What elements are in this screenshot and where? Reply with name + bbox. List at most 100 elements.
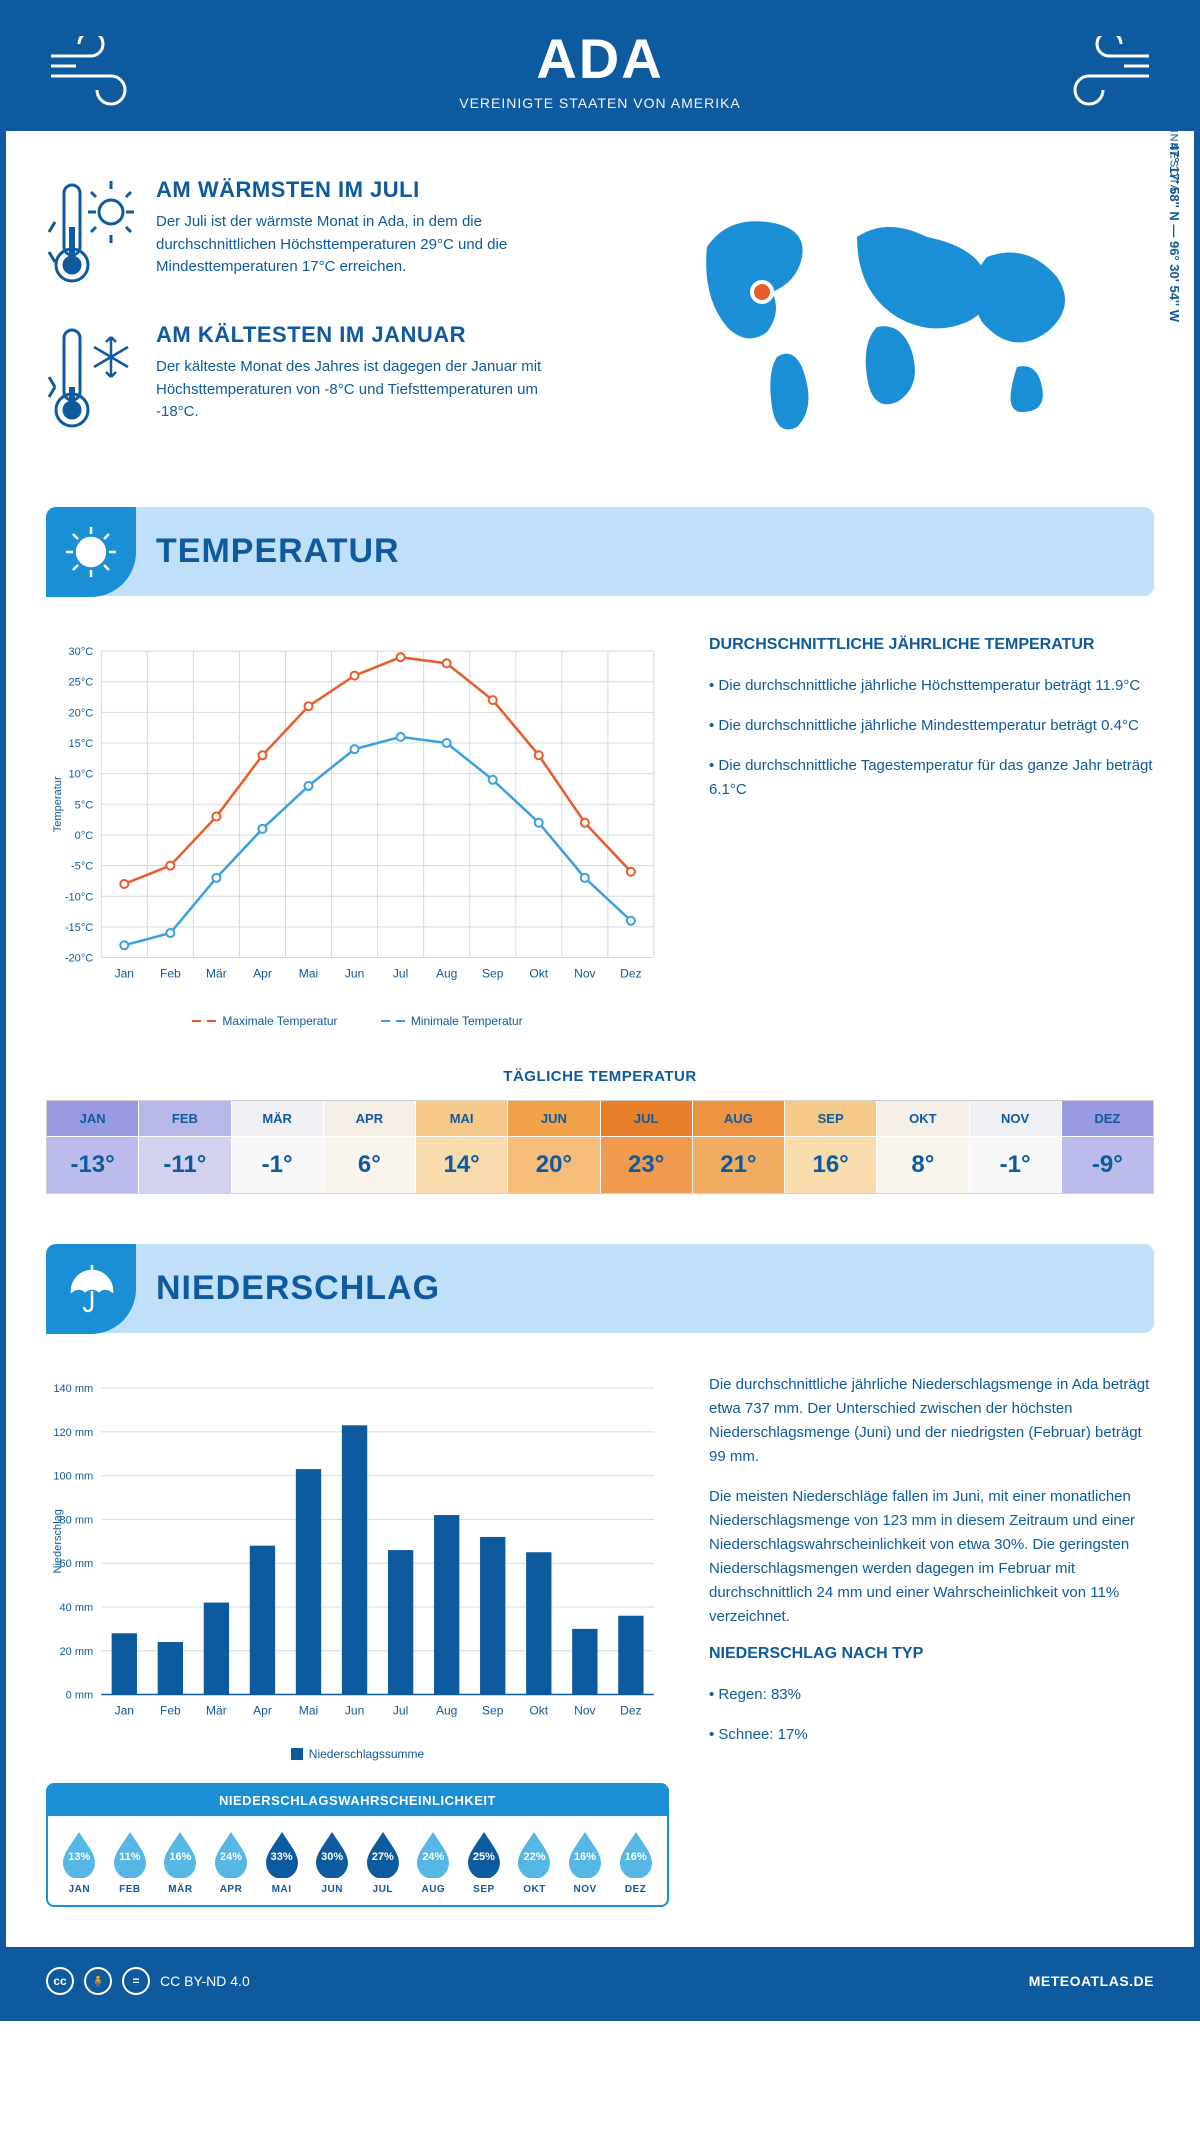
temperature-bullet: • Die durchschnittliche jährliche Höchst… (709, 674, 1154, 698)
svg-text:80 mm: 80 mm (59, 1514, 93, 1526)
svg-text:-10°C: -10°C (65, 891, 93, 903)
temperature-section-title: TEMPERATUR (156, 532, 1124, 571)
svg-text:10°C: 10°C (69, 769, 94, 781)
svg-text:60 mm: 60 mm (59, 1558, 93, 1570)
svg-text:Sep: Sep (482, 1703, 504, 1717)
svg-text:Niederschlag: Niederschlag (52, 1509, 64, 1573)
probability-drop: 16%MÄR (157, 1830, 204, 1895)
thermometer-cold-icon (46, 322, 136, 432)
probability-drop: 24%AUG (410, 1830, 457, 1895)
svg-text:100 mm: 100 mm (53, 1470, 93, 1482)
warmest-title: AM WÄRMSTEN IM JULI (156, 177, 580, 203)
page-title: ADA (26, 26, 1174, 91)
daily-temperature-cell: JUL23° (601, 1101, 693, 1193)
daily-temperature-cell: MÄR-1° (232, 1101, 324, 1193)
svg-text:Apr: Apr (253, 1703, 272, 1717)
page-subtitle: VEREINIGTE STAATEN VON AMERIKA (26, 95, 1174, 111)
temperature-side-title: DURCHSCHNITTLICHE JÄHRLICHE TEMPERATUR (709, 636, 1154, 654)
probability-drop: 24%APR (208, 1830, 255, 1895)
by-icon: 🧍 (84, 1967, 112, 1995)
probability-drop: 22%OKT (511, 1830, 558, 1895)
svg-text:40 mm: 40 mm (59, 1602, 93, 1614)
precipitation-legend: Niederschlagssumme (46, 1747, 669, 1763)
probability-drop: 25%SEP (461, 1830, 508, 1895)
svg-text:Dez: Dez (620, 967, 641, 981)
precipitation-header: NIEDERSCHLAG (46, 1244, 1154, 1333)
svg-text:-5°C: -5°C (71, 861, 93, 873)
precipitation-paragraph-2: Die meisten Niederschläge fallen im Juni… (709, 1485, 1154, 1629)
footer: cc 🧍 = CC BY-ND 4.0 METEOATLAS.DE (6, 1947, 1194, 2015)
svg-text:20°C: 20°C (69, 707, 94, 719)
coldest-text: Der kälteste Monat des Jahres ist dagege… (156, 356, 580, 424)
temperature-bullet: • Die durchschnittliche jährliche Mindes… (709, 714, 1154, 738)
daily-temperature-cell: NOV-1° (970, 1101, 1062, 1193)
nd-icon: = (122, 1967, 150, 1995)
daily-temperature-cell: JUN20° (508, 1101, 600, 1193)
precipitation-paragraph-1: Die durchschnittliche jährliche Niedersc… (709, 1373, 1154, 1469)
intro-section: AM WÄRMSTEN IM JULI Der Juli ist der wär… (46, 177, 1154, 467)
precipitation-probability-box: NIEDERSCHLAGSWAHRSCHEINLICHKEIT 13%JAN11… (46, 1783, 669, 1907)
svg-text:-15°C: -15°C (65, 922, 93, 934)
brand-text: METEOATLAS.DE (1029, 1973, 1154, 1989)
probability-title: NIEDERSCHLAGSWAHRSCHEINLICHKEIT (48, 1785, 667, 1816)
daily-temperature-cell: AUG21° (693, 1101, 785, 1193)
svg-text:Jul: Jul (393, 967, 408, 981)
temperature-line-chart: -20°C -15°C -10°C -5°C 0°C 5°C 10°C 15°C 20°C 25°… (46, 636, 669, 998)
svg-text:Sep: Sep (482, 967, 504, 981)
temperature-header: TEMPERATUR (46, 507, 1154, 596)
svg-text:Nov: Nov (574, 967, 595, 981)
header: ADA VEREINIGTE STAATEN VON AMERIKA (6, 6, 1194, 137)
coldest-block: AM KÄLTESTEN IM JANUAR Der kälteste Mona… (46, 322, 580, 437)
svg-text:Mai: Mai (299, 967, 318, 981)
svg-text:Jan: Jan (115, 1703, 134, 1717)
warmest-text: Der Juli ist der wärmste Monat in Ada, i… (156, 211, 580, 279)
warmest-block: AM WÄRMSTEN IM JULI Der Juli ist der wär… (46, 177, 580, 292)
probability-drop: 33%MAI (258, 1830, 305, 1895)
svg-text:Aug: Aug (436, 967, 457, 981)
svg-text:Feb: Feb (160, 967, 181, 981)
svg-text:0°C: 0°C (75, 830, 94, 842)
temperature-bullet: • Die durchschnittliche Tagestemperatur … (709, 754, 1154, 802)
daily-temperature-cell: FEB-11° (139, 1101, 231, 1193)
umbrella-icon (64, 1261, 119, 1316)
precipitation-type-bullet: • Regen: 83% (709, 1683, 1154, 1707)
svg-text:120 mm: 120 mm (53, 1427, 93, 1439)
svg-text:Jun: Jun (345, 967, 364, 981)
svg-text:0 mm: 0 mm (66, 1689, 94, 1701)
svg-text:Jan: Jan (115, 967, 134, 981)
svg-text:Dez: Dez (620, 1703, 641, 1717)
probability-drop: 11%FEB (107, 1830, 154, 1895)
svg-text:Temperatur: Temperatur (52, 776, 64, 832)
daily-temperature-cell: DEZ-9° (1062, 1101, 1153, 1193)
coldest-title: AM KÄLTESTEN IM JANUAR (156, 322, 580, 348)
probability-drop: 16%DEZ (612, 1830, 659, 1895)
svg-text:Feb: Feb (160, 1703, 181, 1717)
temperature-legend: Maximale Temperatur Minimale Temperatur (46, 1011, 669, 1028)
daily-temperature-title: TÄGLICHE TEMPERATUR (46, 1068, 1154, 1085)
svg-text:Jun: Jun (345, 1703, 364, 1717)
svg-text:Mär: Mär (206, 1703, 227, 1717)
daily-temperature-cell: MAI14° (416, 1101, 508, 1193)
svg-text:15°C: 15°C (69, 738, 94, 750)
daily-temperature-table: JAN-13°FEB-11°MÄR-1°APR6°MAI14°JUN20°JUL… (46, 1100, 1154, 1194)
svg-text:5°C: 5°C (75, 799, 94, 811)
daily-temperature-cell: APR6° (324, 1101, 416, 1193)
coordinates: 47° 17' 58'' N — 96° 30' 54'' W (1167, 143, 1182, 322)
sun-icon (64, 525, 119, 580)
svg-text:140 mm: 140 mm (53, 1383, 93, 1395)
svg-text:30°C: 30°C (69, 646, 94, 658)
precipitation-bar-chart: 0 mm 20 mm 40 mm 60 mm 80 mm 100 mm 120 mm 140 … (46, 1373, 669, 1735)
probability-drop: 27%JUL (359, 1830, 406, 1895)
precipitation-type-bullet: • Schnee: 17% (709, 1723, 1154, 1747)
daily-temperature-cell: OKT8° (877, 1101, 969, 1193)
svg-text:Nov: Nov (574, 1703, 595, 1717)
svg-text:Jul: Jul (393, 1703, 408, 1717)
probability-drop: 30%JUN (309, 1830, 356, 1895)
svg-text:Apr: Apr (253, 967, 272, 981)
precipitation-type-title: NIEDERSCHLAG NACH TYP (709, 1645, 1154, 1663)
svg-text:20 mm: 20 mm (59, 1646, 93, 1658)
svg-text:-20°C: -20°C (65, 953, 93, 965)
probability-drop: 16%NOV (562, 1830, 609, 1895)
svg-text:25°C: 25°C (69, 677, 94, 689)
world-map-icon (677, 197, 1097, 447)
